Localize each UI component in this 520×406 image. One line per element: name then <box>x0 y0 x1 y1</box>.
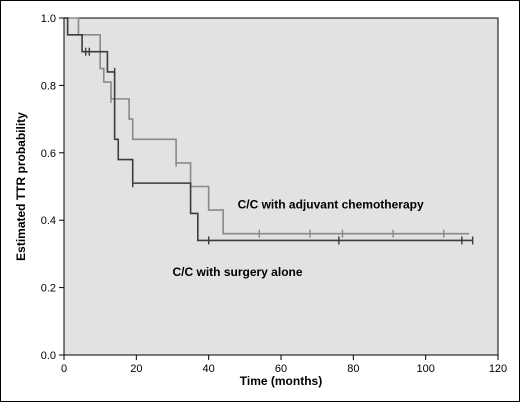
annotation-layer: C/C with adjuvant chemotherapy C/C with s… <box>173 197 424 278</box>
series-layer <box>64 17 474 245</box>
chemotherapy-label: C/C with adjuvant chemotherapy <box>238 197 424 211</box>
plot-area <box>63 17 499 356</box>
y-axis-title: Estimated TTR probability <box>14 112 28 261</box>
x-axis-title: Time (months) <box>240 374 322 388</box>
x-tick-label: 60 <box>275 363 287 375</box>
x-tick-label: 120 <box>489 363 507 375</box>
x-tick-label: 0 <box>61 363 67 375</box>
surgery-alone-label: C/C with surgery alone <box>173 265 303 279</box>
surgery-alone-curve <box>64 17 473 242</box>
y-tick-label: 0.4 <box>41 215 56 227</box>
chemotherapy-curve <box>64 17 470 235</box>
y-tick-label: 0.6 <box>41 148 56 160</box>
y-tick-label: 0.0 <box>41 350 56 362</box>
x-tick-label: 40 <box>203 363 215 375</box>
x-tick-label: 80 <box>347 363 359 375</box>
x-tick-label: 100 <box>416 363 434 375</box>
y-tick-label: 1.0 <box>41 13 56 25</box>
x-tick-label: 20 <box>130 363 142 375</box>
y-tick-label: 0.2 <box>41 283 56 295</box>
y-tick-label: 0.8 <box>41 80 56 92</box>
axes: 0 20 40 60 80 100 120 0.0 0.2 0.4 0.6 0.8 1.0 <box>41 13 507 375</box>
